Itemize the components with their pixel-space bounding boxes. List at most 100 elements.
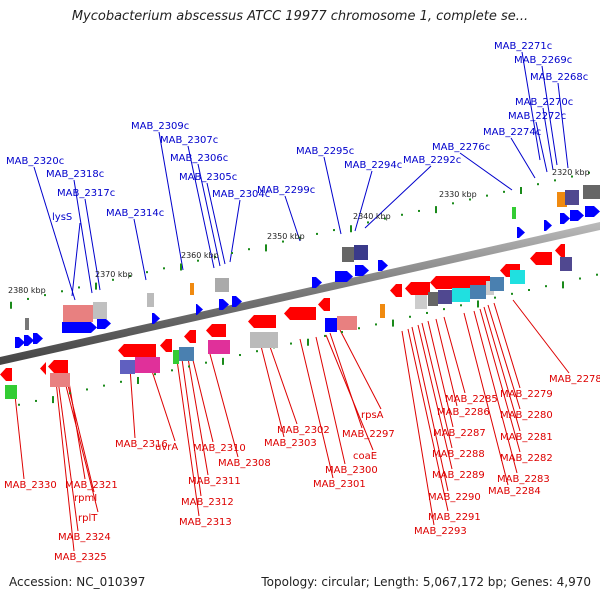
feature-box[interactable] (510, 270, 525, 284)
gene-label-reverse[interactable]: MAB_2301 (313, 479, 366, 490)
reverse-gene-arrow[interactable] (405, 282, 430, 295)
forward-gene-arrow[interactable] (312, 277, 322, 288)
gene-label-reverse[interactable]: rplT (78, 513, 98, 524)
gene-label-forward[interactable]: MAB_2271c (494, 41, 552, 52)
gene-label-forward[interactable]: MAB_2269c (514, 55, 572, 66)
gene-label-forward[interactable]: MAB_2276c (432, 142, 490, 153)
gene-label-reverse[interactable]: MAB_2297 (342, 429, 395, 440)
gene-label-reverse[interactable]: rpsA (361, 410, 384, 421)
feature-box[interactable] (190, 283, 194, 295)
forward-gene-arrow[interactable] (517, 227, 525, 238)
gene-label-reverse[interactable]: MAB_2284 (488, 486, 541, 497)
feature-box[interactable] (93, 302, 107, 319)
gene-label-forward[interactable]: lysS (52, 212, 72, 223)
gene-label-reverse[interactable]: MAB_2291 (428, 512, 481, 523)
gene-label-reverse[interactable]: MAB_2302 (277, 425, 330, 436)
gene-label-reverse[interactable]: MAB_2280 (500, 410, 553, 421)
reverse-gene-arrow[interactable] (248, 315, 276, 328)
feature-box[interactable] (337, 316, 357, 330)
forward-gene-arrow[interactable] (62, 322, 97, 333)
reverse-gene-arrow[interactable] (160, 339, 172, 352)
feature-box[interactable] (512, 207, 516, 219)
feature-box[interactable] (490, 277, 504, 291)
feature-box[interactable] (380, 304, 385, 318)
gene-label-forward[interactable]: MAB_2274c (483, 127, 541, 138)
gene-label-reverse[interactable]: MAB_2282 (500, 453, 553, 464)
gene-label-reverse[interactable]: MAB_2293 (414, 526, 467, 537)
reverse-gene-arrow[interactable] (184, 330, 196, 343)
feature-box[interactable] (50, 373, 70, 387)
forward-gene-arrow[interactable] (219, 299, 229, 310)
gene-label-forward[interactable]: MAB_2299c (257, 185, 315, 196)
gene-label-reverse[interactable]: MAB_2286 (437, 407, 490, 418)
feature-box[interactable] (452, 288, 470, 302)
forward-gene-arrow[interactable] (378, 260, 388, 271)
gene-label-reverse[interactable]: MAB_2281 (500, 432, 553, 443)
forward-gene-arrow[interactable] (33, 333, 43, 344)
gene-label-reverse[interactable]: MAB_2308 (218, 458, 271, 469)
feature-box[interactable] (173, 350, 179, 364)
feature-box[interactable] (25, 318, 29, 330)
gene-label-forward[interactable]: MAB_2304c (212, 189, 270, 200)
gene-label-reverse[interactable]: MAB_2279 (500, 389, 553, 400)
gene-label-reverse[interactable]: uvrA (155, 442, 178, 453)
gene-label-reverse[interactable]: MAB_2300 (325, 465, 378, 476)
gene-label-reverse[interactable]: MAB_2283 (497, 474, 550, 485)
gene-label-reverse[interactable]: MAB_2330 (4, 480, 57, 491)
forward-gene-arrow[interactable] (544, 220, 552, 231)
gene-label-reverse[interactable]: MAB_2289 (432, 470, 485, 481)
reverse-gene-arrow[interactable] (40, 362, 46, 375)
feature-box[interactable] (120, 360, 135, 374)
reverse-gene-arrow[interactable] (206, 324, 226, 337)
gene-label-forward[interactable]: MAB_2270c (515, 97, 573, 108)
feature-box[interactable] (135, 357, 160, 373)
gene-label-reverse[interactable]: MAB_2312 (181, 497, 234, 508)
gene-label-forward[interactable]: MAB_2294c (344, 160, 402, 171)
feature-box[interactable] (583, 185, 600, 199)
gene-label-reverse[interactable]: MAB_2288 (432, 449, 485, 460)
feature-box[interactable] (428, 292, 438, 306)
gene-label-reverse[interactable]: coaE (353, 451, 377, 462)
gene-label-forward[interactable]: MAB_2320c (6, 156, 64, 167)
reverse-gene-arrow[interactable] (530, 252, 552, 265)
reverse-gene-arrow[interactable] (118, 344, 156, 357)
gene-label-reverse[interactable]: MAB_2303 (264, 438, 317, 449)
gene-label-forward[interactable]: MAB_2292c (403, 155, 461, 166)
feature-box[interactable] (565, 190, 579, 205)
gene-label-forward[interactable]: MAB_2295c (296, 146, 354, 157)
gene-label-reverse[interactable]: MAB_2311 (188, 476, 241, 487)
feature-box[interactable] (354, 245, 368, 260)
forward-gene-arrow[interactable] (585, 206, 600, 217)
gene-label-reverse[interactable]: MAB_2313 (179, 517, 232, 528)
forward-gene-arrow[interactable] (24, 335, 34, 346)
reverse-gene-arrow[interactable] (284, 307, 316, 320)
feature-box[interactable] (179, 347, 194, 361)
gene-label-reverse[interactable]: MAB_2321 (65, 480, 118, 491)
gene-label-forward[interactable]: MAB_2314c (106, 208, 164, 219)
forward-gene-arrow[interactable] (570, 210, 584, 221)
feature-box[interactable] (470, 285, 486, 299)
feature-box[interactable] (342, 247, 354, 262)
forward-gene-arrow[interactable] (97, 318, 111, 329)
reverse-gene-arrow[interactable] (390, 284, 402, 297)
gene-features[interactable] (0, 185, 600, 399)
feature-box[interactable] (147, 293, 154, 307)
gene-label-reverse[interactable]: MAB_2287 (433, 428, 486, 439)
gene-label-forward[interactable]: MAB_2272c (508, 111, 566, 122)
feature-box[interactable] (325, 318, 337, 332)
gene-labels[interactable]: MAB_2271c MAB_2269c MAB_2268c MAB_2270c MAB_… (4, 41, 600, 563)
gene-label-forward[interactable]: MAB_2305c (179, 172, 237, 183)
feature-box[interactable] (438, 290, 452, 304)
feature-box[interactable] (63, 305, 93, 322)
gene-label-forward[interactable]: MAB_2307c (160, 135, 218, 146)
forward-gene-arrow[interactable] (560, 213, 570, 224)
feature-box[interactable] (557, 192, 567, 207)
forward-gene-arrow[interactable] (355, 265, 369, 276)
gene-label-reverse[interactable]: rpmI (74, 493, 97, 504)
gene-label-reverse[interactable]: MAB_2290 (428, 492, 481, 503)
reverse-gene-arrow[interactable] (318, 298, 330, 311)
feature-box[interactable] (250, 332, 278, 348)
gene-label-reverse[interactable]: MAB_2316 (115, 439, 168, 450)
feature-box[interactable] (5, 385, 17, 399)
